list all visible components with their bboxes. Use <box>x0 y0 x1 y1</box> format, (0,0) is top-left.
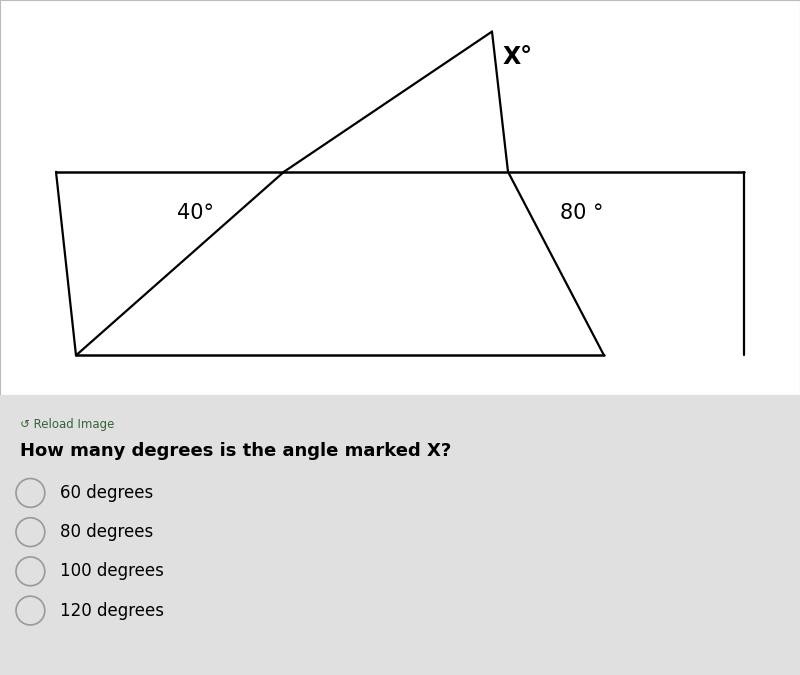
Text: ↺ Reload Image: ↺ Reload Image <box>20 418 114 431</box>
Text: 80 °: 80 ° <box>560 203 603 223</box>
Text: How many degrees is the angle marked X?: How many degrees is the angle marked X? <box>20 442 451 460</box>
Text: 80 degrees: 80 degrees <box>60 523 154 541</box>
Text: 60 degrees: 60 degrees <box>60 484 154 502</box>
Text: 120 degrees: 120 degrees <box>60 601 164 620</box>
Text: 100 degrees: 100 degrees <box>60 562 164 580</box>
Text: 40°: 40° <box>178 203 214 223</box>
Text: X°: X° <box>502 45 533 70</box>
FancyBboxPatch shape <box>0 0 800 395</box>
